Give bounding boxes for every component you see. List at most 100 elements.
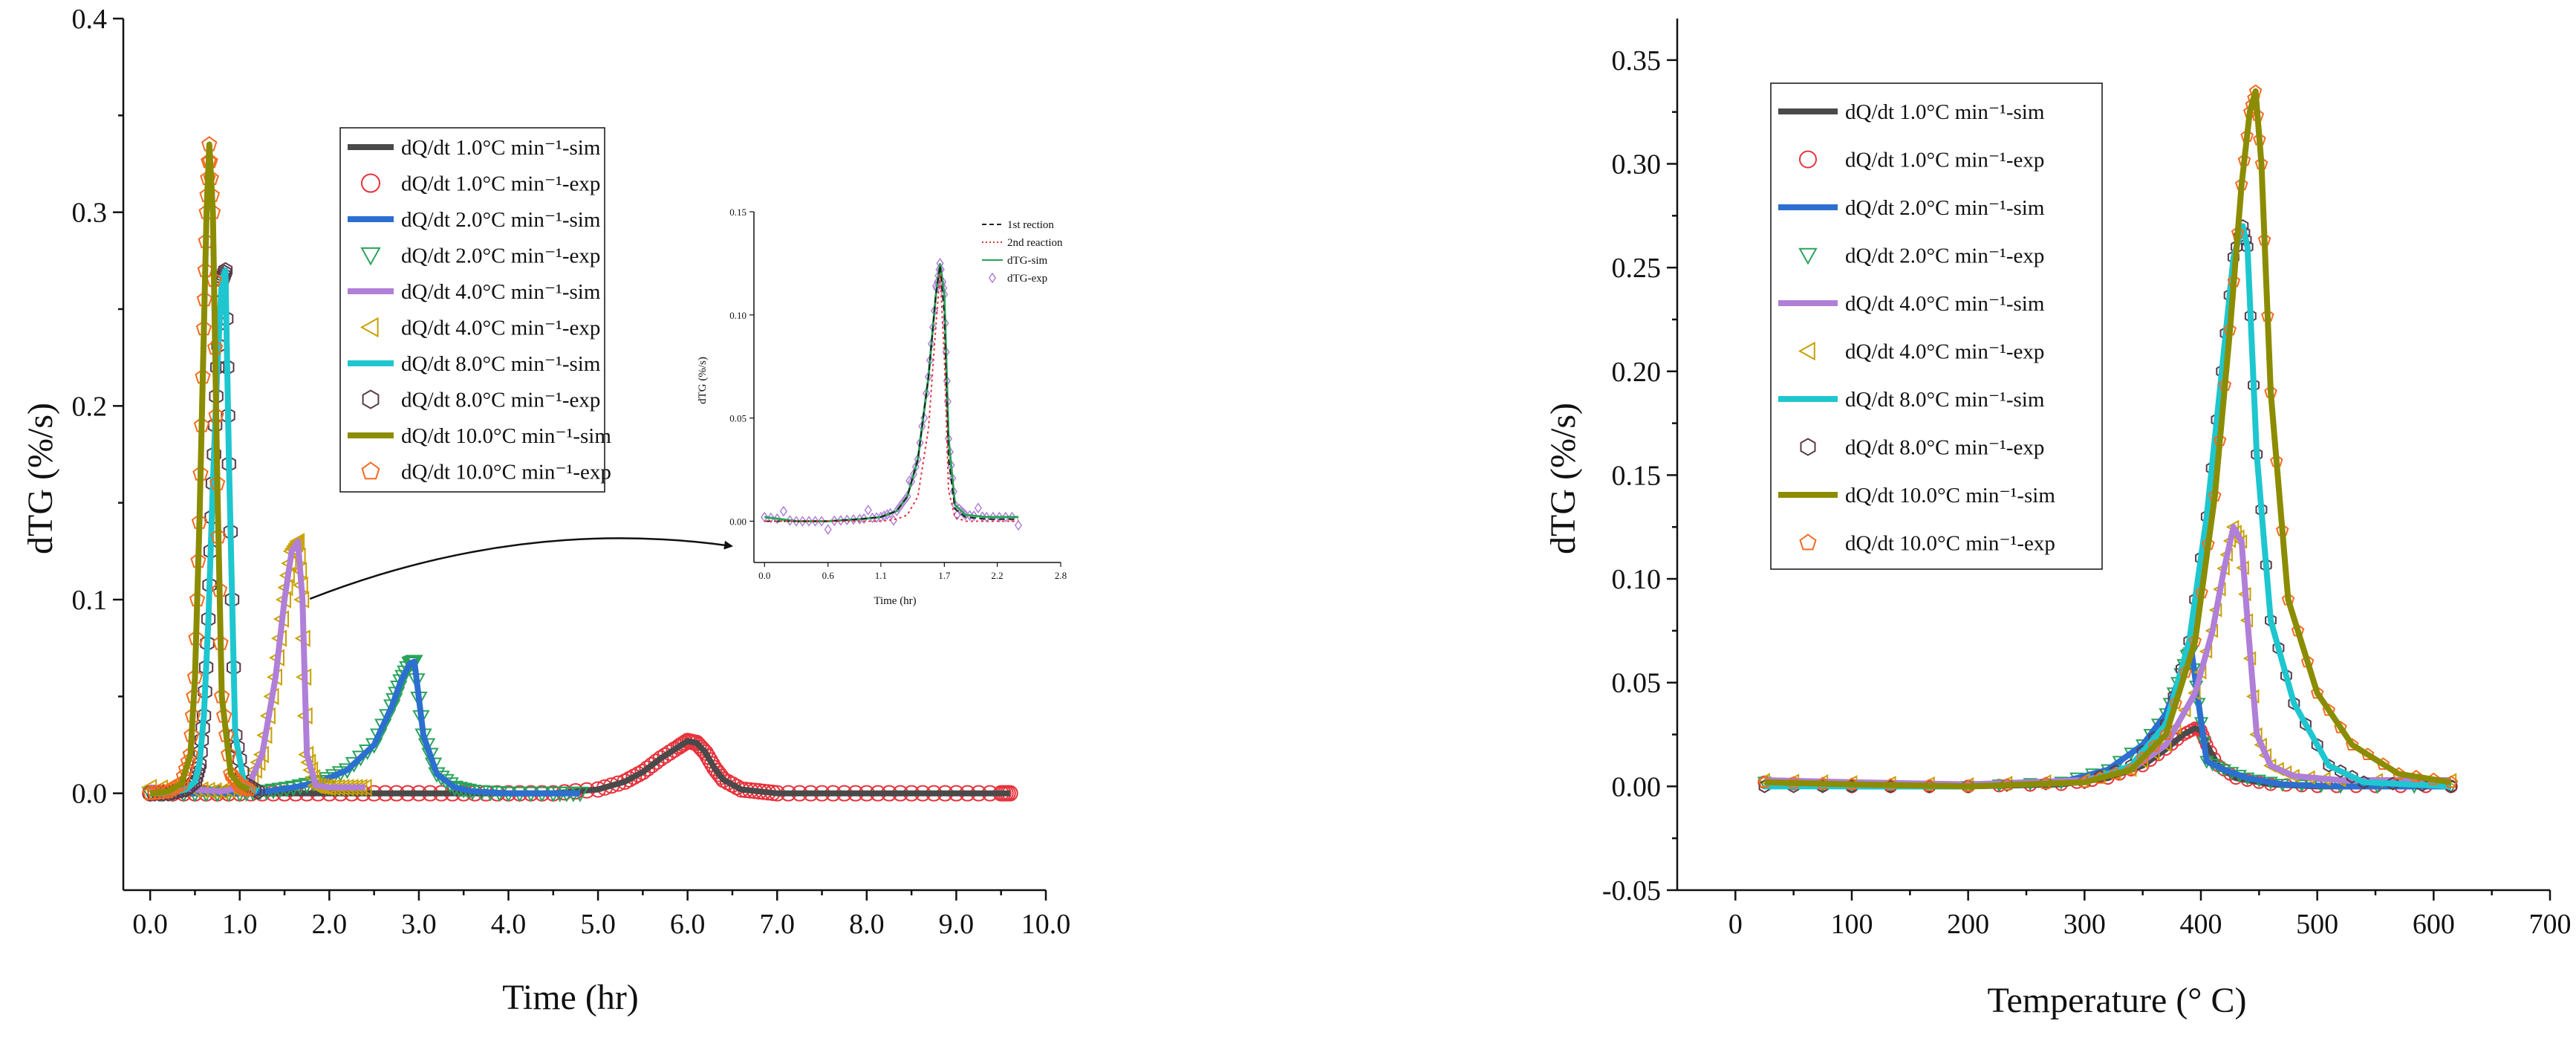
inset-sim-line	[764, 263, 1018, 522]
temperature-x-axis-title: Temperature (° C)	[1987, 981, 2246, 1020]
time-x-tick-label: 8.0	[849, 909, 885, 940]
temperature-x-tick-label: 200	[1947, 909, 1989, 940]
time-legend-label: dQ/dt 1.0°C min⁻¹-exp	[401, 172, 600, 196]
time-legend-label: dQ/dt 8.0°C min⁻¹-sim	[401, 352, 601, 376]
temperature-y-tick-label: 0.15	[1612, 460, 1662, 491]
time-sim-line	[150, 658, 580, 797]
inset-exp-point	[824, 524, 832, 535]
temperature-legend-marker	[1799, 150, 1817, 169]
time-legend-marker	[362, 389, 380, 409]
time-x-tick-label: 0.0	[132, 909, 168, 940]
inset-x-tick-label: 1.1	[875, 570, 887, 581]
inset-x-tick-label: 2.2	[991, 570, 1003, 581]
temperature-y-tick-label: 0.30	[1612, 149, 1662, 181]
inset-exp-point	[849, 513, 858, 525]
time-legend-label: dQ/dt 10.0°C min⁻¹-sim	[401, 424, 611, 448]
time-x-tick-label: 5.0	[580, 909, 616, 940]
time-y-tick-label: 0.0	[72, 779, 108, 810]
time-y-tick-label: 0.4	[72, 4, 108, 35]
temperature-sim-line	[1764, 88, 2452, 790]
time-y-tick-label: 0.3	[72, 198, 108, 229]
time-legend-label: dQ/dt 4.0°C min⁻¹-sim	[401, 280, 601, 304]
time-legend-label: dQ/dt 4.0°C min⁻¹-exp	[401, 317, 600, 340]
time-x-tick-label: 3.0	[401, 909, 437, 940]
inset-exp-point	[779, 505, 788, 517]
inset-exp-point	[830, 515, 839, 527]
inset-y-tick-label: 0.00	[729, 516, 747, 527]
temperature-legend-label: dQ/dt 10.0°C min⁻¹-sim	[1845, 484, 2055, 507]
inset-axes: 0.00 0.05 0.10 0.15 0.0 0.6 1.1 1.7 2.2 2.8	[729, 207, 1067, 581]
temperature-axes: -0.05 0.00 0.05 0.10 0.15 0.20 0.25 0.30 0.35 0 10…	[1602, 19, 2572, 940]
inset-exp-point	[859, 513, 868, 525]
inset-exp-point	[811, 516, 819, 527]
time-sim-line	[150, 538, 365, 795]
time-exp-point	[710, 765, 727, 782]
inset-exp-point	[920, 412, 928, 424]
time-x-tick-label: 1.0	[222, 909, 258, 940]
temperature-legend-marker	[1798, 247, 1818, 265]
inset-exp-point	[974, 502, 983, 514]
time-exp-point	[657, 747, 674, 764]
time-series-4	[142, 136, 257, 800]
time-exp-point	[648, 753, 665, 771]
time-y-tick-label: 0.1	[72, 585, 108, 616]
inset-exp-point	[908, 476, 916, 487]
inset-exp-point	[909, 468, 918, 480]
inset-exp-point	[864, 505, 872, 516]
inset-legend-marker	[988, 272, 997, 284]
time-x-axis-title: Time (hr)	[502, 978, 639, 1017]
temperature-y-tick-label: 0.35	[1612, 45, 1662, 77]
time-exp-point	[661, 744, 678, 761]
time-exp-point	[351, 779, 368, 797]
inset-x-tick-label: 0.0	[758, 570, 770, 581]
inset-exp-point	[786, 515, 794, 526]
time-legend-marker	[360, 247, 381, 266]
temperature-legend-box	[1770, 82, 2103, 570]
inset-exp-point	[1008, 511, 1016, 523]
inset-exp-point	[843, 514, 851, 526]
inset-exp-point	[914, 453, 922, 465]
inset-x-axis-title: Time (hr)	[874, 595, 916, 607]
inset-exp-point	[1014, 519, 1023, 531]
temperature-legend-label: dQ/dt 4.0°C min⁻¹-sim	[1845, 292, 2045, 316]
time-legend-box	[339, 127, 605, 493]
temperature-exp-point	[2159, 727, 2173, 740]
inset-exp-point	[911, 461, 920, 473]
time-legend-marker	[361, 173, 380, 193]
inset-legend-label: dTG-sim	[1007, 255, 1047, 267]
inset-y-tick-label: 0.05	[729, 413, 747, 424]
time-plot-area	[141, 136, 1018, 802]
temperature-series-4	[1757, 84, 2458, 792]
inset-exp-point	[903, 490, 911, 502]
time-series-2	[141, 533, 372, 800]
temperature-legend-label: dQ/dt 8.0°C min⁻¹-exp	[1845, 436, 2044, 460]
inset-exp-point	[767, 512, 775, 524]
inset-y-axis-title: dTG (%/s)	[697, 357, 709, 404]
inset-exp-point	[970, 510, 978, 522]
time-sim-line	[149, 141, 250, 797]
temperature-y-tick-label: -0.05	[1602, 875, 1661, 906]
temperature-x-tick-label: 500	[2296, 909, 2338, 940]
time-y-axis-title: dTG (%/s)	[21, 403, 60, 554]
time-legend-label: dQ/dt 1.0°C min⁻¹-sim	[401, 136, 601, 160]
chart-time: 0.0 0.1 0.2 0.3 0.4 0.0 1.0 2.0 3.0 4.0 5.0 6.0 7.0 8…	[21, 4, 1070, 1017]
temperature-sim-line	[1764, 648, 2451, 790]
time-exp-point	[356, 779, 372, 797]
temperature-legend-marker	[1799, 533, 1817, 551]
inset-legend-label: dTG-exp	[1007, 273, 1047, 285]
time-axes: 0.0 0.1 0.2 0.3 0.4 0.0 1.0 2.0 3.0 4.0 5.0 6.0 7.0 8…	[72, 4, 1071, 940]
time-x-tick-label: 4.0	[491, 909, 527, 940]
inset-x-tick-label: 1.7	[938, 570, 951, 581]
time-legend-label: dQ/dt 10.0°C min⁻¹-exp	[401, 461, 611, 484]
inset-chart: 0.00 0.05 0.10 0.15 0.0 0.6 1.1 1.7 2.2 2.8 Time …	[697, 207, 1067, 607]
time-exp-point	[652, 750, 669, 767]
time-y-tick-label: 0.2	[72, 391, 108, 422]
time-x-tick-label: 2.0	[312, 909, 348, 940]
temperature-exp-point	[2323, 759, 2335, 773]
time-exp-point	[173, 775, 190, 791]
temperature-legend-label: dQ/dt 1.0°C min⁻¹-exp	[1845, 149, 2044, 172]
inset-first-reaction-line	[764, 265, 1018, 522]
temperature-legend-label: dQ/dt 2.0°C min⁻¹-sim	[1845, 196, 2045, 220]
inset-y-tick-label: 0.15	[729, 207, 747, 218]
inset-legend-label: 1st rection	[1007, 219, 1054, 231]
